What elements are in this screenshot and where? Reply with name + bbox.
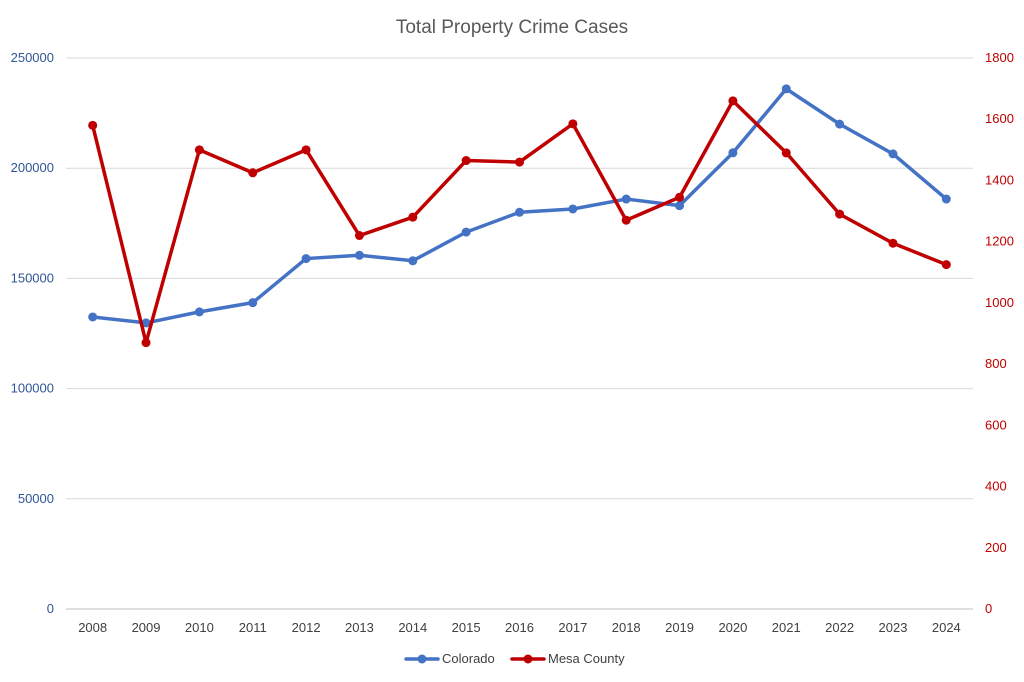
data-point-colorado <box>781 84 791 94</box>
data-point-colorado <box>301 254 311 264</box>
y-right-tick-label: 1200 <box>985 234 1014 249</box>
x-axis: 2008 2009 2010 2011 2012 2013 2014 2015 2016 2017… <box>78 620 961 635</box>
data-point-mesa-county <box>781 148 791 158</box>
y-left-tick-label: 50000 <box>18 491 54 506</box>
data-point-colorado <box>248 298 258 308</box>
x-tick-label: 2023 <box>879 620 908 635</box>
y-left-tick-label: 250000 <box>11 50 54 65</box>
series-line-colorado <box>90 87 949 325</box>
data-point-colorado <box>675 201 685 211</box>
x-tick-label: 2019 <box>665 620 694 635</box>
legend: Colorado Mesa County <box>404 651 625 666</box>
y-right-tick-label: 1000 <box>985 295 1014 310</box>
y-left-tick-label: 200000 <box>11 160 54 175</box>
data-point-colorado <box>194 307 204 317</box>
gridlines <box>66 57 973 610</box>
y-right-tick-label: 1800 <box>985 50 1014 65</box>
data-point-colorado <box>515 207 524 217</box>
x-tick-label: 2020 <box>718 620 747 635</box>
left-axis: 0 50000 100000 150000 200000 250000 <box>11 50 54 616</box>
y-right-tick-label: 1600 <box>985 111 1014 126</box>
y-left-tick-label: 100000 <box>11 381 54 396</box>
y-right-tick-label: 200 <box>985 540 1007 555</box>
data-point-colorado <box>88 312 98 322</box>
data-point-mesa-county <box>835 209 845 219</box>
data-point-colorado <box>941 194 951 204</box>
y-right-tick-label: 600 <box>985 417 1007 432</box>
data-point-mesa-county <box>461 156 471 166</box>
data-point-mesa-county <box>354 231 364 241</box>
data-point-mesa-county <box>621 215 631 225</box>
right-axis: 0 200 400 600 800 1000 1200 1400 1600 1800 <box>985 50 1014 616</box>
y-right-tick-label: 1400 <box>985 172 1014 187</box>
x-tick-label: 2010 <box>185 620 214 635</box>
data-point-mesa-county <box>941 260 951 270</box>
data-point-mesa-county <box>408 212 418 222</box>
data-point-mesa-county <box>248 168 258 178</box>
data-point-colorado <box>621 194 631 204</box>
data-point-colorado <box>141 318 151 328</box>
data-point-mesa-county <box>88 120 98 130</box>
data-point-mesa-county <box>888 238 898 248</box>
x-tick-label: 2008 <box>78 620 107 635</box>
y-left-tick-label: 150000 <box>11 270 54 285</box>
data-point-colorado <box>835 119 845 129</box>
data-point-mesa-county <box>728 96 738 106</box>
series-layer <box>88 84 951 348</box>
x-tick-label: 2012 <box>292 620 321 635</box>
data-point-mesa-county <box>515 157 524 167</box>
x-tick-label: 2013 <box>345 620 374 635</box>
data-point-colorado <box>568 204 578 214</box>
legend-label-colorado: Colorado <box>442 651 495 666</box>
x-tick-label: 2015 <box>452 620 481 635</box>
legend-marker-colorado <box>417 654 427 664</box>
series-line-mesa-county <box>90 99 949 345</box>
x-tick-label: 2014 <box>398 620 427 635</box>
data-point-mesa-county <box>568 119 578 129</box>
x-tick-label: 2011 <box>239 620 267 635</box>
y-right-tick-label: 800 <box>985 356 1007 371</box>
x-tick-label: 2022 <box>825 620 854 635</box>
data-point-colorado <box>461 227 471 237</box>
x-tick-label: 2016 <box>505 620 534 635</box>
data-point-mesa-county <box>675 192 685 202</box>
data-point-colorado <box>408 256 418 266</box>
y-right-tick-label: 0 <box>985 601 992 616</box>
x-tick-label: 2018 <box>612 620 641 635</box>
y-left-tick-label: 0 <box>47 601 54 616</box>
data-point-mesa-county <box>141 338 151 348</box>
x-tick-label: 2017 <box>558 620 587 635</box>
data-point-colorado <box>728 148 738 158</box>
x-tick-label: 2009 <box>132 620 161 635</box>
legend-marker-mesa-county <box>523 654 533 664</box>
data-point-colorado <box>888 149 898 159</box>
x-tick-label: 2024 <box>932 620 961 635</box>
chart-title: Total Property Crime Cases <box>396 17 628 38</box>
x-tick-label: 2021 <box>772 620 801 635</box>
data-point-mesa-county <box>194 145 204 155</box>
data-point-colorado <box>354 250 364 260</box>
data-point-mesa-county <box>301 145 311 155</box>
legend-label-mesa-county: Mesa County <box>548 651 625 666</box>
y-right-tick-label: 400 <box>985 479 1007 494</box>
